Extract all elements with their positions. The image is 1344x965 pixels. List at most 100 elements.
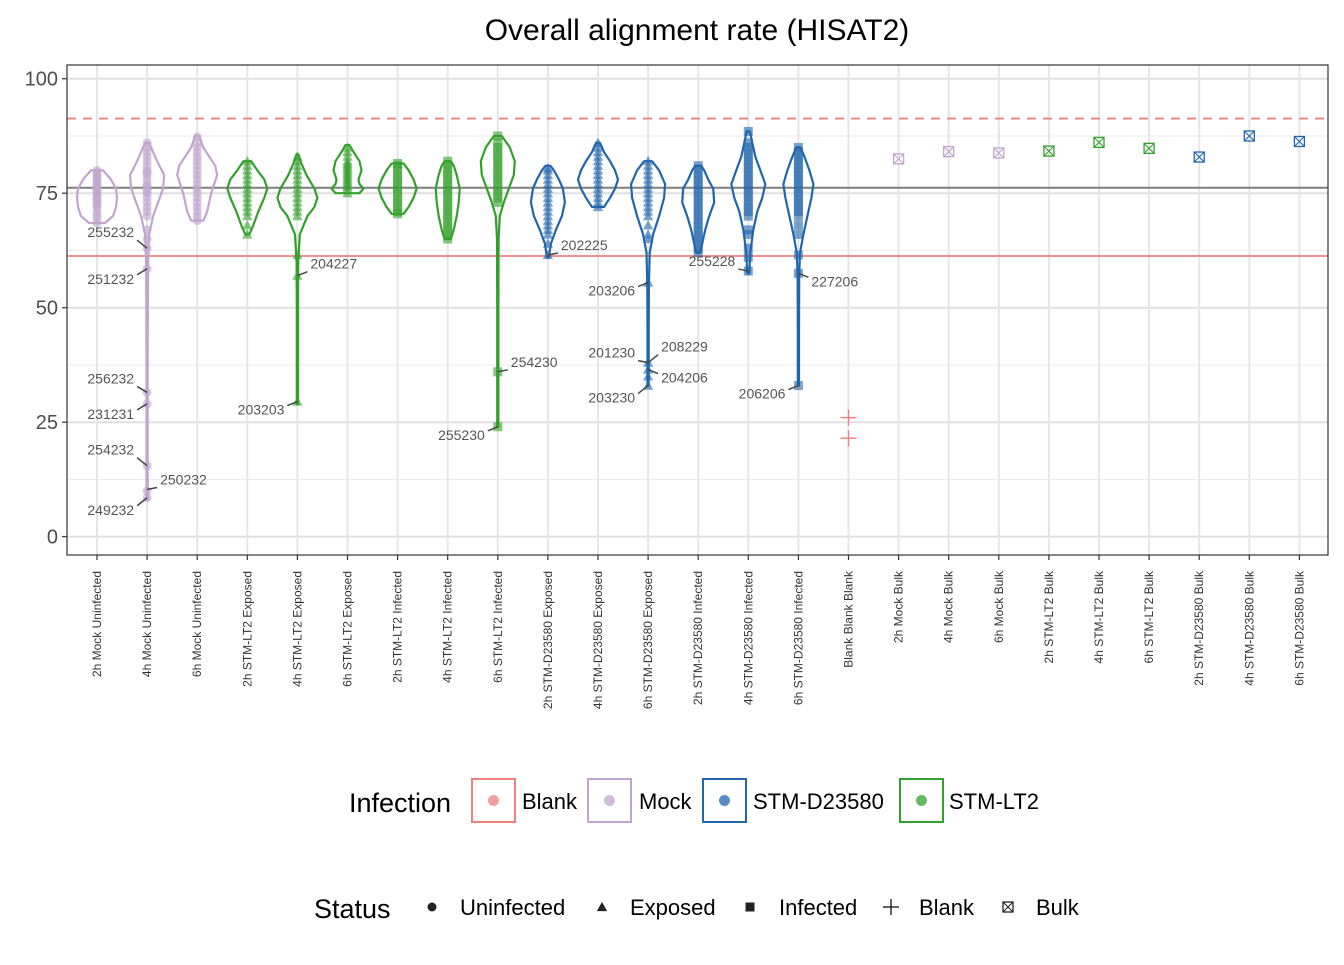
point-4h-stm-d23580-infected xyxy=(743,202,753,212)
point-6h-stm-lt2-infected xyxy=(493,165,503,175)
annotation-leader xyxy=(297,270,308,277)
point-6h-stm-lt2-bulk-box xyxy=(1143,142,1155,154)
point-2h-stm-lt2-bulk-box xyxy=(1043,145,1055,157)
point-4h-stm-d23580-infected xyxy=(743,147,753,157)
annotation-label: 227206 xyxy=(811,273,858,289)
x-tick-label-4h-stm-lt2-infected: 4h STM-LT2 Infected xyxy=(441,571,455,683)
x-tick-label-2h-stm-lt2-bulk: 2h STM-LT2 Bulk xyxy=(1042,570,1056,663)
point-2h-stm-d23580-infected xyxy=(693,193,703,203)
annotation-label: 255232 xyxy=(87,224,134,240)
point-2h-stm-d23580-infected xyxy=(693,184,703,194)
point-4h-mock-bulk-d2 xyxy=(943,146,955,157)
annotation-leader xyxy=(637,384,649,395)
point-4h-stm-lt2-infected xyxy=(443,197,453,207)
annotation-label: 203206 xyxy=(588,283,635,299)
point-4h-mock-uninfected xyxy=(142,234,152,244)
point-4h-stm-lt2-infected xyxy=(443,202,453,212)
point-6h-mock-bulk xyxy=(993,147,1005,159)
legend-key-dot xyxy=(604,795,615,806)
annotation-leader xyxy=(647,354,659,364)
point-6h-stm-d23580-infected xyxy=(793,193,803,203)
y-axis: 0 25 50 75 100 xyxy=(25,69,67,549)
point-2h-stm-d23580-exposed xyxy=(542,238,554,248)
point-2h-stm-d23580-infected xyxy=(693,234,703,244)
legend-infection-item-mock: Mock xyxy=(587,778,693,823)
legend-status-key xyxy=(427,902,437,912)
annotation-label: 250232 xyxy=(160,472,207,488)
point-6h-stm-d23580-infected xyxy=(793,152,803,162)
point-4h-stm-lt2-infected xyxy=(443,161,453,171)
annotation-label: 255230 xyxy=(438,427,485,443)
point-4h-stm-lt2-bulk xyxy=(1093,136,1105,149)
point-6h-stm-d23580-infected xyxy=(793,179,803,189)
legend-status-label: Bulk xyxy=(1036,895,1080,920)
point-6h-stm-d23580-infected xyxy=(793,188,803,198)
point-4h-stm-lt2-exposed xyxy=(292,396,303,406)
legend-status-item-infected: Infected xyxy=(745,895,857,920)
point-2h-stm-d23580-infected xyxy=(693,179,703,189)
annotation-label: 204227 xyxy=(310,256,357,272)
point-6h-stm-d23580-infected xyxy=(793,202,803,212)
point-2h-mock-bulk xyxy=(892,153,905,165)
point-blank-blank-blank xyxy=(840,430,857,447)
point-6h-stm-lt2-infected xyxy=(493,174,503,184)
point-4h-stm-lt2-infected xyxy=(443,220,453,230)
point-4h-mock-uninfected xyxy=(142,486,152,496)
annotation-label: 208229 xyxy=(661,339,708,355)
chart-title: Overall alignment rate (HISAT2) xyxy=(485,14,910,47)
legend-status-label: Exposed xyxy=(630,895,716,920)
x-tick-label-6h-mock-uninfected: 6h Mock Uninfected xyxy=(190,571,204,677)
legend-status-label: Infected xyxy=(779,895,857,920)
annotation-label: 203230 xyxy=(588,390,635,406)
point-6h-stm-lt2-infected xyxy=(493,147,503,157)
point-4h-stm-lt2-infected xyxy=(443,184,453,194)
point-4h-stm-d23580-infected xyxy=(743,126,753,136)
point-6h-stm-d23580-infected xyxy=(793,156,803,166)
annotation-label: 201230 xyxy=(588,345,635,361)
x-tick-label-2h-stm-d23580-bulk: 2h STM-D23580 Bulk xyxy=(1192,570,1206,686)
x-tick-label-4h-stm-d23580-infected: 4h STM-D23580 Infected xyxy=(741,571,755,705)
point-4h-stm-d23580-infected xyxy=(743,165,753,175)
point-6h-stm-d23580-exposed xyxy=(642,277,654,287)
point-4h-stm-lt2-infected xyxy=(443,216,453,226)
point-6h-stm-lt2-infected xyxy=(493,138,503,148)
point-4h-stm-d23580-bulk-d2 xyxy=(1243,130,1255,142)
point-6h-stm-d23580-bulk-box xyxy=(1293,135,1306,148)
legend-status-key-d2 xyxy=(1002,901,1014,913)
annotation-label: 203203 xyxy=(238,402,285,418)
x-tick-label-4h-stm-d23580-exposed: 4h STM-D23580 Exposed xyxy=(591,571,605,709)
point-4h-stm-d23580-infected xyxy=(743,156,753,166)
x-tick-label-6h-stm-lt2-bulk: 6h STM-LT2 Bulk xyxy=(1142,570,1156,663)
x-tick-label-6h-stm-d23580-infected: 6h STM-D23580 Infected xyxy=(791,571,805,705)
x-tick-label-6h-stm-d23580-bulk: 6h STM-D23580 Bulk xyxy=(1292,570,1306,686)
legend-status-title: Status xyxy=(314,894,391,924)
point-2h-stm-d23580-infected xyxy=(693,174,703,184)
point-6h-stm-d23580-exposed xyxy=(642,155,654,166)
legend-key-box xyxy=(587,778,632,823)
point-6h-stm-d23580-infected xyxy=(793,229,803,239)
plot-border xyxy=(66,64,1329,556)
point-2h-stm-lt2-infected xyxy=(393,193,403,203)
legend-status-item-uninfected: Uninfected xyxy=(427,895,565,920)
annotation-leader xyxy=(497,369,508,373)
point-2h-stm-d23580-bulk-box xyxy=(1193,151,1205,163)
point-6h-stm-lt2-bulk-d2 xyxy=(1143,142,1155,154)
x-tick-label-2h-stm-lt2-infected: 2h STM-LT2 Infected xyxy=(391,571,405,683)
point-6h-stm-d23580-exposed xyxy=(642,229,654,239)
point-4h-stm-lt2-infected xyxy=(443,156,453,166)
point-6h-stm-d23580-infected xyxy=(793,184,803,194)
y-tick-label: 75 xyxy=(36,183,58,205)
x-tick-label-4h-stm-lt2-bulk: 4h STM-LT2 Bulk xyxy=(1092,570,1106,663)
point-4h-stm-d23580-infected xyxy=(743,174,753,184)
point-2h-stm-d23580-infected xyxy=(693,220,703,230)
annotation-leader xyxy=(136,385,148,394)
point-6h-stm-lt2-infected xyxy=(493,193,503,203)
point-2h-stm-d23580-infected xyxy=(693,197,703,207)
point-6h-stm-lt2-infected xyxy=(493,184,503,194)
point-2h-stm-d23580-infected xyxy=(693,225,703,235)
point-4h-stm-d23580-infected xyxy=(743,243,753,253)
point-2h-stm-d23580-infected xyxy=(693,243,703,253)
point-2h-stm-lt2-infected xyxy=(393,207,403,217)
point-2h-stm-lt2-bulk-d2 xyxy=(1043,145,1055,157)
